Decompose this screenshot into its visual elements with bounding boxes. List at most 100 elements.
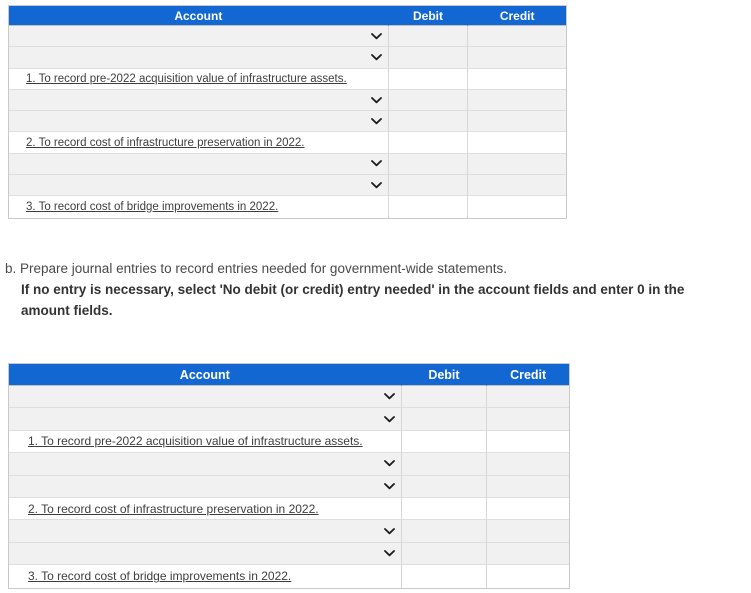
credit-input[interactable] xyxy=(487,408,569,431)
description-row: 1. To record pre-2022 acquisition value … xyxy=(9,68,566,90)
journal-entry-row xyxy=(9,386,569,409)
account-select[interactable] xyxy=(9,26,389,48)
debit-input[interactable] xyxy=(401,542,488,566)
debit-input[interactable] xyxy=(388,153,469,176)
credit-input[interactable] xyxy=(487,386,569,409)
journal-entry-row xyxy=(9,408,569,431)
credit-input[interactable] xyxy=(487,453,569,476)
credit-column-header: Credit xyxy=(487,364,569,386)
chevron-down-icon xyxy=(383,460,395,467)
chevron-down-icon xyxy=(383,393,395,400)
credit-input[interactable] xyxy=(487,542,569,566)
debit-input[interactable] xyxy=(388,175,469,197)
credit-input[interactable] xyxy=(487,520,569,543)
debit-input[interactable] xyxy=(401,520,488,543)
chevron-down-icon xyxy=(370,160,382,167)
no-entry-note: If no entry is necessary, select 'No deb… xyxy=(21,282,685,318)
chevron-down-icon xyxy=(383,482,395,489)
entry-description: 1. To record pre-2022 acquisition value … xyxy=(28,434,363,449)
entry-description: 2. To record cost of infrastructure pres… xyxy=(26,136,305,149)
debit-cell xyxy=(401,430,488,454)
journal-entry-row xyxy=(9,47,566,69)
credit-cell xyxy=(487,497,569,521)
entry-description-cell: 1. To record pre-2022 acquisition value … xyxy=(9,68,389,90)
table-header-row: Account Debit Credit xyxy=(9,364,569,386)
journal-entry-row xyxy=(9,175,566,197)
debit-input[interactable] xyxy=(388,89,469,112)
description-row: 3. To record cost of bridge improvements… xyxy=(9,565,569,588)
debit-cell xyxy=(388,132,469,154)
chevron-down-icon xyxy=(383,550,395,557)
debit-input[interactable] xyxy=(388,26,469,48)
debit-input[interactable] xyxy=(401,475,488,498)
journal-entry-row xyxy=(9,153,566,176)
credit-input[interactable] xyxy=(468,111,566,133)
credit-cell xyxy=(468,68,566,90)
credit-column-header: Credit xyxy=(468,6,566,26)
debit-cell xyxy=(401,497,488,521)
debit-input[interactable] xyxy=(401,386,488,409)
account-column-header: Account xyxy=(9,364,402,386)
credit-input[interactable] xyxy=(468,175,566,197)
entry-description: 3. To record cost of bridge improvements… xyxy=(28,569,292,584)
credit-input[interactable] xyxy=(487,475,569,498)
description-row: 2. To record cost of infrastructure pres… xyxy=(9,132,566,154)
journal-entry-row xyxy=(9,453,569,476)
debit-cell xyxy=(388,68,469,90)
instructions-block: b. Prepare journal entries to record ent… xyxy=(5,258,735,321)
requirement-b-text: b. Prepare journal entries to record ent… xyxy=(5,261,508,276)
credit-input[interactable] xyxy=(468,47,566,69)
credit-cell xyxy=(468,196,566,218)
journal-table-2: Account Debit Credit 1. To record pre-20… xyxy=(8,363,570,589)
credit-input[interactable] xyxy=(468,26,566,48)
chevron-down-icon xyxy=(370,96,382,103)
chevron-down-icon xyxy=(383,415,395,422)
debit-input[interactable] xyxy=(401,453,488,476)
entry-description-cell: 2. To record cost of infrastructure pres… xyxy=(9,132,389,154)
account-select[interactable] xyxy=(9,111,389,133)
account-select[interactable] xyxy=(9,89,389,112)
debit-cell xyxy=(388,196,469,218)
description-row: 3. To record cost of bridge improvements… xyxy=(9,196,566,218)
entry-description: 3. To record cost of bridge improvements… xyxy=(26,201,279,214)
debit-input[interactable] xyxy=(401,408,488,431)
account-select[interactable] xyxy=(9,47,389,69)
credit-input[interactable] xyxy=(468,89,566,112)
credit-cell xyxy=(468,132,566,154)
credit-cell xyxy=(487,565,569,588)
account-select[interactable] xyxy=(9,453,402,476)
credit-cell xyxy=(487,430,569,454)
journal-table-1: Account Debit Credit 1. To record pre-20… xyxy=(8,5,567,219)
entry-description-cell: 3. To record cost of bridge improvements… xyxy=(9,196,389,218)
debit-input[interactable] xyxy=(388,111,469,133)
debit-column-header: Debit xyxy=(401,364,488,386)
journal-entry-row xyxy=(9,26,566,48)
journal-entry-row xyxy=(9,475,569,498)
debit-cell xyxy=(401,565,488,588)
entry-description-cell: 2. To record cost of infrastructure pres… xyxy=(9,497,402,521)
table-header-row: Account Debit Credit xyxy=(9,6,566,26)
entry-description-cell: 3. To record cost of bridge improvements… xyxy=(9,565,402,588)
account-column-header: Account xyxy=(9,6,389,26)
credit-input[interactable] xyxy=(468,153,566,176)
journal-entry-row xyxy=(9,111,566,133)
journal-entry-row xyxy=(9,542,569,566)
account-select[interactable] xyxy=(9,175,389,197)
account-select[interactable] xyxy=(9,475,402,498)
entry-description: 2. To record cost of infrastructure pres… xyxy=(28,501,319,516)
entry-description-cell: 1. To record pre-2022 acquisition value … xyxy=(9,430,402,454)
description-row: 2. To record cost of infrastructure pres… xyxy=(9,497,569,521)
entry-description: 1. To record pre-2022 acquisition value … xyxy=(26,72,347,85)
journal-entry-row xyxy=(9,89,566,112)
account-select[interactable] xyxy=(9,153,389,176)
account-select[interactable] xyxy=(9,408,402,431)
chevron-down-icon xyxy=(370,32,382,39)
account-select[interactable] xyxy=(9,542,402,566)
account-select[interactable] xyxy=(9,386,402,409)
journal-entry-row xyxy=(9,520,569,543)
debit-input[interactable] xyxy=(388,47,469,69)
chevron-down-icon xyxy=(383,527,395,534)
account-select[interactable] xyxy=(9,520,402,543)
chevron-down-icon xyxy=(370,181,382,188)
